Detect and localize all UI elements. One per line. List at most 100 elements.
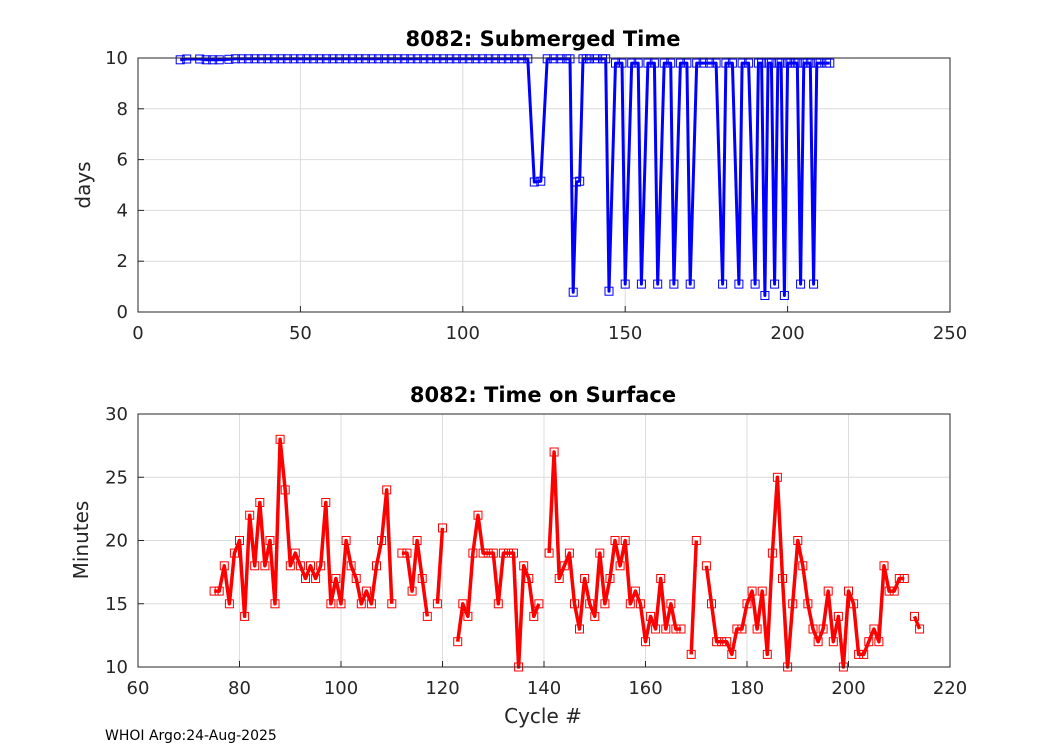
data-point: [742, 599, 752, 609]
data-point: [659, 58, 669, 68]
data-point: [666, 58, 676, 68]
data-point: [585, 599, 595, 609]
data-point: [910, 611, 919, 621]
data-point: [478, 548, 488, 558]
data-point: [580, 574, 590, 583]
data-point: [685, 279, 695, 289]
data-point: [289, 54, 299, 64]
data-point: [564, 548, 574, 558]
data-point: [276, 54, 286, 64]
data-point: [373, 54, 383, 64]
data-point: [615, 561, 625, 571]
data-point: [301, 574, 310, 583]
data-point: [406, 54, 416, 64]
data-point: [473, 510, 483, 520]
data-point: [397, 548, 407, 558]
data-point: [778, 574, 787, 583]
data-point: [718, 279, 728, 289]
data-point: [341, 54, 351, 64]
data-point: [360, 54, 370, 64]
data-point: [809, 279, 819, 289]
data-point: [412, 536, 422, 545]
data-point: [762, 649, 772, 659]
series-line: [435, 527, 445, 604]
x-tick-label: 200: [770, 323, 804, 344]
x-tick-label: 220: [933, 678, 967, 699]
data-point: [269, 54, 279, 64]
submerged-time-ylabel: days: [71, 161, 95, 208]
data-point: [707, 599, 716, 609]
data-point: [250, 54, 260, 64]
data-point: [534, 599, 544, 609]
data-point: [859, 649, 869, 659]
data-point: [229, 548, 239, 558]
data-point: [605, 574, 615, 583]
data-point: [510, 54, 520, 64]
data-point: [636, 279, 646, 289]
data-point: [737, 624, 747, 634]
data-point: [591, 54, 601, 64]
data-point: [451, 54, 461, 64]
series-line: [214, 437, 394, 619]
data-point: [295, 561, 305, 571]
data-point: [328, 54, 338, 64]
data-point: [477, 54, 487, 64]
data-point: [295, 54, 305, 64]
x-tick-label: 60: [127, 678, 150, 699]
y-tick-label: 10: [105, 657, 128, 678]
data-point: [497, 54, 507, 64]
submerged-time-panel: 8082: Submerged Time days 0 50 100 150 200 25…: [71, 27, 967, 344]
data-point: [849, 599, 859, 609]
data-point: [488, 548, 498, 558]
data-point: [422, 611, 432, 621]
data-point: [256, 54, 266, 64]
data-point: [627, 58, 637, 68]
data-point: [651, 624, 661, 634]
data-point: [316, 561, 326, 571]
data-point: [290, 548, 300, 558]
data-point: [542, 54, 552, 64]
data-point: [854, 649, 864, 659]
data-point: [844, 586, 853, 596]
data-point: [432, 54, 442, 64]
data-point: [833, 611, 843, 621]
data-point: [682, 58, 692, 68]
data-point: [766, 58, 776, 68]
surface-time-ylabel: Minutes: [69, 501, 93, 580]
x-tick-label: 100: [324, 678, 358, 699]
data-point: [503, 54, 513, 64]
data-point: [661, 624, 671, 634]
data-point: [377, 536, 387, 545]
data-point: [565, 54, 575, 64]
data-point: [823, 586, 833, 596]
data-point: [611, 58, 620, 68]
data-point: [727, 649, 737, 659]
data-point: [331, 574, 341, 583]
data-point: [669, 279, 679, 289]
data-point: [549, 54, 559, 64]
data-point: [529, 611, 539, 621]
data-point: [869, 624, 879, 634]
data-point: [744, 58, 754, 68]
surface-time-panel: 8082: Time on Surface Minutes Cycle # 60…: [69, 383, 967, 728]
data-point: [828, 637, 838, 647]
data-point: [380, 54, 390, 64]
data-point: [575, 624, 584, 634]
data-point: [864, 637, 874, 647]
data-point: [235, 536, 244, 545]
data-point: [214, 55, 224, 65]
data-point: [336, 599, 346, 609]
data-point: [879, 561, 889, 571]
data-point: [649, 58, 659, 68]
submerged-time-title: 8082: Submerged Time: [405, 27, 680, 51]
data-point: [214, 586, 224, 596]
data-point: [326, 599, 336, 609]
data-point: [813, 637, 823, 647]
y-tick-label: 2: [117, 251, 128, 272]
data-point: [356, 599, 366, 609]
surface-time-yticks: 10 15 20 25 30: [105, 404, 144, 678]
data-point: [509, 548, 518, 558]
data-point: [915, 624, 925, 634]
